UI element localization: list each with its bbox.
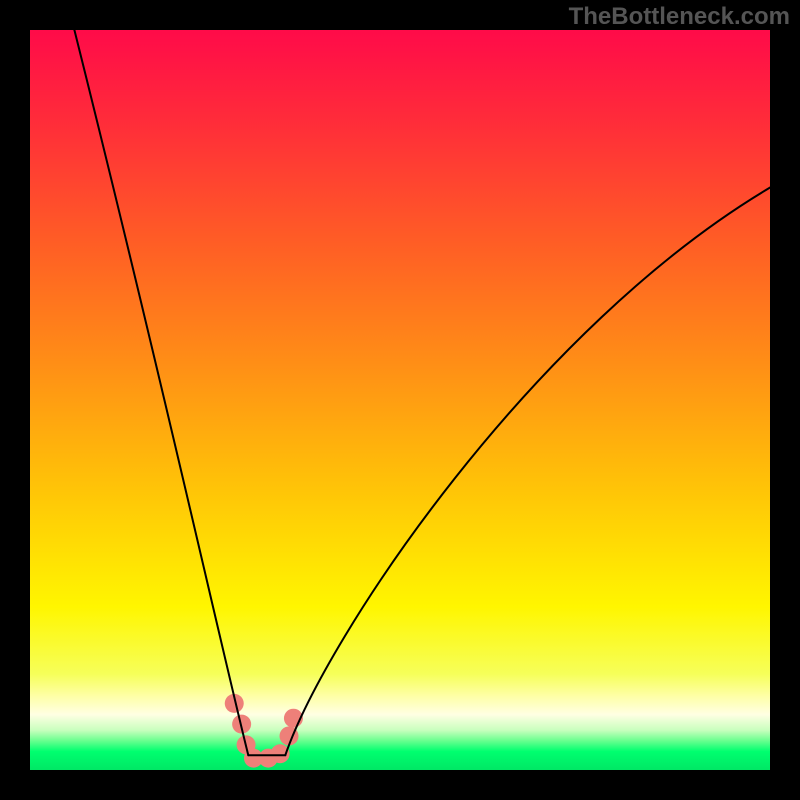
bottleneck-chart — [30, 30, 770, 770]
gradient-background — [30, 30, 770, 770]
watermark-text: TheBottleneck.com — [569, 3, 790, 31]
chart-frame: TheBottleneck.com — [0, 0, 800, 800]
